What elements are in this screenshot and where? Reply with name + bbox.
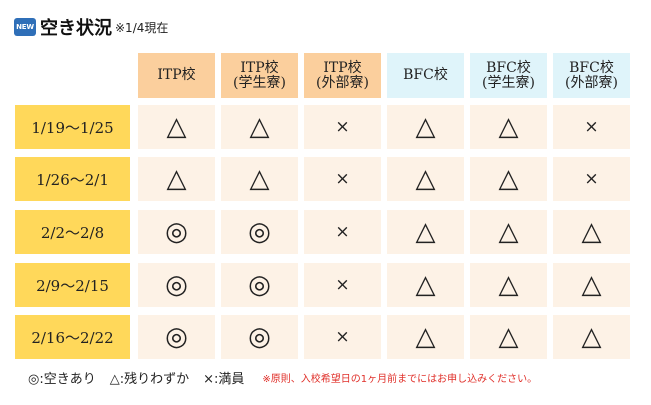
availability-cell: △ [470, 105, 547, 149]
row-date: 1/26～2/1 [15, 157, 130, 201]
column-header-label: ITP校 [240, 59, 279, 76]
column-header-label: BFC校 [403, 67, 448, 83]
availability-cell: ◎ [138, 210, 215, 254]
availability-cell: △ [387, 210, 464, 254]
column-header-sublabel: (外部寮) [316, 74, 369, 91]
availability-cell: △ [470, 157, 547, 201]
availability-cell: △ [470, 210, 547, 254]
availability-cell: △ [553, 210, 630, 254]
column-header-4: BFC校 [387, 53, 464, 98]
availability-cell: × [553, 157, 630, 201]
title-row: NEW 空き状況 ※1/4現在 [14, 14, 168, 40]
availability-cell: × [304, 263, 381, 307]
column-header-3: ITP校 (外部寮) [304, 53, 381, 98]
availability-cell: × [304, 105, 381, 149]
availability-cell: △ [387, 315, 464, 359]
availability-cell: ◎ [138, 263, 215, 307]
legend-item-full: ×:満員 [203, 372, 245, 387]
availability-cell: △ [138, 105, 215, 149]
title-note: ※1/4現在 [115, 20, 169, 35]
availability-cell: ◎ [221, 210, 298, 254]
availability-cell: × [304, 210, 381, 254]
availability-cell: △ [387, 157, 464, 201]
availability-cell: × [304, 315, 381, 359]
availability-cell: ◎ [221, 263, 298, 307]
column-header-sublabel: (外部寮) [565, 74, 618, 91]
row-date: 2/16～2/22 [15, 315, 130, 359]
column-header-sublabel: (学生寮) [233, 74, 286, 91]
availability-cell: ◎ [138, 315, 215, 359]
row-date: 2/2～2/8 [15, 210, 130, 254]
new-badge: NEW [14, 18, 36, 36]
column-header-label: BFC校 [486, 59, 531, 76]
legend-item-available: ◎:空きあり [28, 372, 96, 387]
availability-cell: × [553, 105, 630, 149]
availability-cell: △ [387, 263, 464, 307]
availability-cell: △ [221, 105, 298, 149]
availability-cell: △ [553, 263, 630, 307]
column-header-2: ITP校 (学生寮) [221, 53, 298, 98]
column-header-sublabel: (学生寮) [482, 74, 535, 91]
column-header-6: BFC校 (外部寮) [553, 53, 630, 98]
row-date: 1/19～1/25 [15, 105, 130, 149]
legend-item-few-left: △:残りわずか [109, 372, 190, 387]
availability-cell: ◎ [221, 315, 298, 359]
availability-cell: △ [470, 315, 547, 359]
legend-note: ※原則、入校希望日の1ヶ月前までにはお申し込みください。 [262, 374, 538, 385]
column-header-1: ITP校 [138, 53, 215, 98]
row-date: 2/9～2/15 [15, 263, 130, 307]
availability-cell: △ [138, 157, 215, 201]
availability-cell: △ [221, 157, 298, 201]
availability-cell: △ [470, 263, 547, 307]
page-title: 空き状況 [40, 18, 112, 39]
availability-cell: △ [387, 105, 464, 149]
column-header-label: ITP校 [157, 67, 196, 83]
column-header-5: BFC校 (学生寮) [470, 53, 547, 98]
availability-cell: △ [553, 315, 630, 359]
legend: ◎:空きあり △:残りわずか ×:満員 ※原則、入校希望日の1ヶ月前までにはお申… [28, 368, 537, 387]
column-header-label: ITP校 [323, 59, 362, 76]
availability-cell: × [304, 157, 381, 201]
column-header-label: BFC校 [569, 59, 614, 76]
